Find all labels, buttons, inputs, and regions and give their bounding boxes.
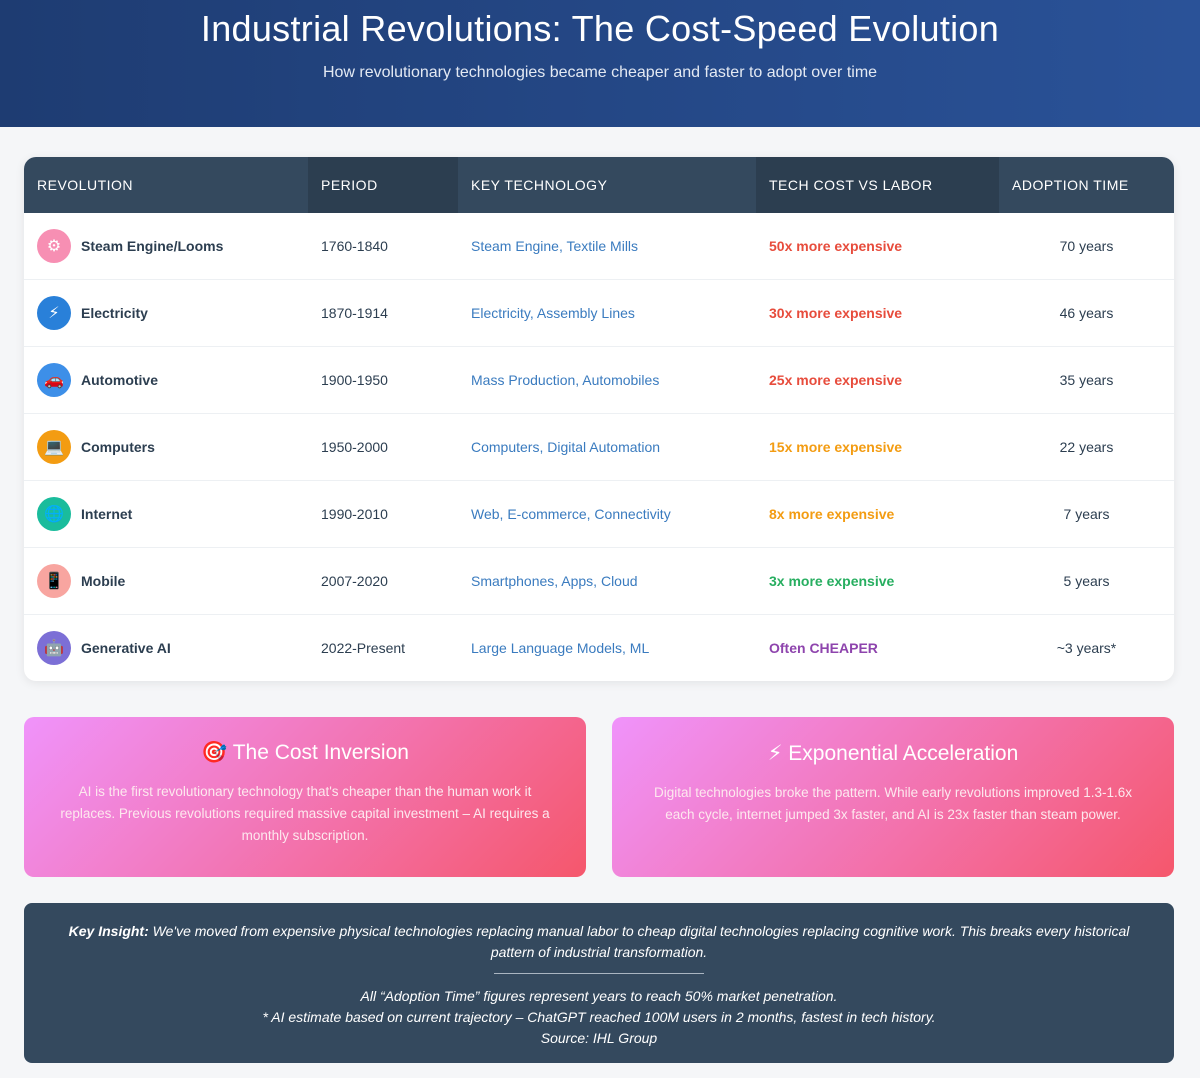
- car-icon: 🚗: [37, 363, 71, 397]
- adoption-time-cell: 46 years: [999, 279, 1174, 347]
- lightning-icon: ⚡: [767, 742, 783, 765]
- ai-estimate-note: * AI estimate based on current trajector…: [262, 1009, 936, 1025]
- mobile-phone-icon: 📱: [37, 564, 71, 598]
- revolution-name: Automotive: [81, 372, 158, 388]
- tech-cost-cell: 3x more expensive: [756, 547, 999, 615]
- adoption-time-cell: ~3 years*: [1056, 640, 1117, 656]
- key-insight-box: Key Insight: We've moved from expensive …: [24, 903, 1174, 1063]
- period-cell: 1760-1840: [308, 213, 458, 280]
- revolution-cell: 🚗 Automotive: [24, 346, 308, 414]
- revolutions-table: REVOLUTION PERIOD KEY TECHNOLOGY TECH CO…: [24, 157, 1174, 681]
- key-technology-cell: Steam Engine, Textile Mills: [458, 213, 756, 280]
- table-header-row: REVOLUTION PERIOD KEY TECHNOLOGY TECH CO…: [24, 157, 1174, 213]
- table-row: 🚗 Automotive 1900-1950 Mass Production, Aut…: [24, 346, 1174, 414]
- key-technology-cell: Large Language Models, ML: [471, 640, 650, 656]
- period-cell: 1990-2010: [308, 480, 458, 548]
- period-cell: 2022-Present: [321, 640, 406, 656]
- key-technology-cell: Web, E-commerce, Connectivity: [458, 480, 756, 548]
- tech-cost-cell: 30x more expensive: [756, 279, 999, 347]
- robot-icon: 🤖: [37, 631, 71, 665]
- exponential-acceleration-title-text: Exponential Acceleration: [788, 742, 1019, 765]
- table-row: 🌐 Internet 1990-2010 Web, E-commerce, Conne…: [24, 480, 1174, 548]
- period-cell: 1870-1914: [308, 279, 458, 347]
- revolution-cell: 📱 Mobile: [24, 547, 308, 615]
- revolution-cell: 💻 Computers: [24, 413, 308, 481]
- key-technology-cell: Computers, Digital Automation: [458, 413, 756, 481]
- tech-cost-cell: 15x more expensive: [756, 413, 999, 481]
- column-header-tech-cost: TECH COST VS LABOR: [756, 157, 999, 213]
- cost-inversion-card: 🎯 The Cost Inversion AI is the first rev…: [24, 717, 586, 877]
- lightning-icon: ⚡: [37, 296, 71, 330]
- key-technology-cell: Electricity, Assembly Lines: [458, 279, 756, 347]
- cost-inversion-title-text: The Cost Inversion: [232, 741, 409, 764]
- revolution-cell: 🌐 Internet: [24, 480, 308, 548]
- gear-icon: ⚙: [37, 229, 71, 263]
- adoption-time-cell: 22 years: [999, 413, 1174, 481]
- column-header-adoption-time: ADOPTION TIME: [999, 157, 1174, 213]
- key-insight-text: We've moved from expensive physical tech…: [148, 923, 1130, 960]
- revolution-name: Generative AI: [81, 640, 171, 656]
- cost-inversion-text: AI is the first revolutionary technology…: [60, 784, 550, 843]
- revolution-cell: ⚙ Steam Engine/Looms: [24, 213, 308, 280]
- cost-inversion-title: 🎯 The Cost Inversion: [54, 741, 556, 765]
- revolution-name: Steam Engine/Looms: [81, 238, 224, 254]
- revolution-name: Electricity: [81, 305, 148, 321]
- table-row: 🤖 Generative AI 2022-Present Large Language…: [24, 615, 1174, 682]
- revolution-cell: ⚡ Electricity: [24, 279, 308, 347]
- key-technology-cell: Smartphones, Apps, Cloud: [458, 547, 756, 615]
- adoption-time-cell: 7 years: [999, 480, 1174, 548]
- page-subtitle: How revolutionary technologies became ch…: [322, 64, 878, 81]
- key-technology-cell: Mass Production, Automobiles: [458, 346, 756, 414]
- revolution-name: Mobile: [81, 573, 126, 589]
- tech-cost-cell: 25x more expensive: [756, 346, 999, 414]
- column-header-period: PERIOD: [308, 157, 458, 213]
- period-cell: 2007-2020: [308, 547, 458, 615]
- page-title: Industrial Revolutions: The Cost-Speed E…: [200, 8, 1000, 49]
- exponential-acceleration-text: Digital technologies broke the pattern. …: [654, 785, 1132, 822]
- adoption-time-cell: 5 years: [999, 547, 1174, 615]
- column-header-revolution: REVOLUTION: [24, 157, 308, 213]
- tech-cost-cell: Often CHEAPER: [769, 640, 878, 656]
- page-header: Industrial Revolutions: The Cost-Speed E…: [0, 0, 1200, 127]
- adoption-time-cell: 35 years: [999, 346, 1174, 414]
- revolution-name: Computers: [81, 439, 155, 455]
- revolution-cell: 🤖 Generative AI: [24, 615, 308, 682]
- tech-cost-cell: 8x more expensive: [756, 480, 999, 548]
- insight-divider: [494, 973, 704, 974]
- adoption-time-note: All “Adoption Time” figures represent ye…: [360, 988, 838, 1004]
- period-cell: 1950-2000: [308, 413, 458, 481]
- adoption-time-cell: 70 years: [999, 213, 1174, 280]
- revolutions-table-card: REVOLUTION PERIOD KEY TECHNOLOGY TECH CO…: [24, 157, 1174, 681]
- computer-icon: 💻: [37, 430, 71, 464]
- revolution-name: Internet: [81, 506, 133, 522]
- table-row: 📱 Mobile 2007-2020 Smartphones, Apps, Cloud…: [24, 547, 1174, 615]
- target-icon: 🎯: [201, 741, 228, 764]
- column-header-key-technology: KEY TECHNOLOGY: [458, 157, 756, 213]
- exponential-acceleration-title: ⚡ Exponential Acceleration: [642, 741, 1144, 766]
- globe-icon: 🌐: [37, 497, 71, 531]
- period-cell: 1900-1950: [308, 346, 458, 414]
- table-row: 💻 Computers 1950-2000 Computers, Digital Au…: [24, 413, 1174, 481]
- table-row: ⚙ Steam Engine/Looms 1760-1840 Steam Engine…: [24, 213, 1174, 280]
- tech-cost-cell: 50x more expensive: [756, 213, 999, 280]
- table-row: ⚡ Electricity 1870-1914 Electricity, Assemb…: [24, 279, 1174, 347]
- source-note: Source: IHL Group: [540, 1030, 658, 1046]
- key-insight-label: Key Insight:: [68, 923, 149, 939]
- key-insight-paragraph: Key Insight: We've moved from expensive …: [54, 921, 1144, 963]
- table-body: ⚙ Steam Engine/Looms 1760-1840 Steam Engine…: [24, 213, 1174, 681]
- exponential-acceleration-card: ⚡ Exponential Acceleration Digital techn…: [612, 717, 1174, 877]
